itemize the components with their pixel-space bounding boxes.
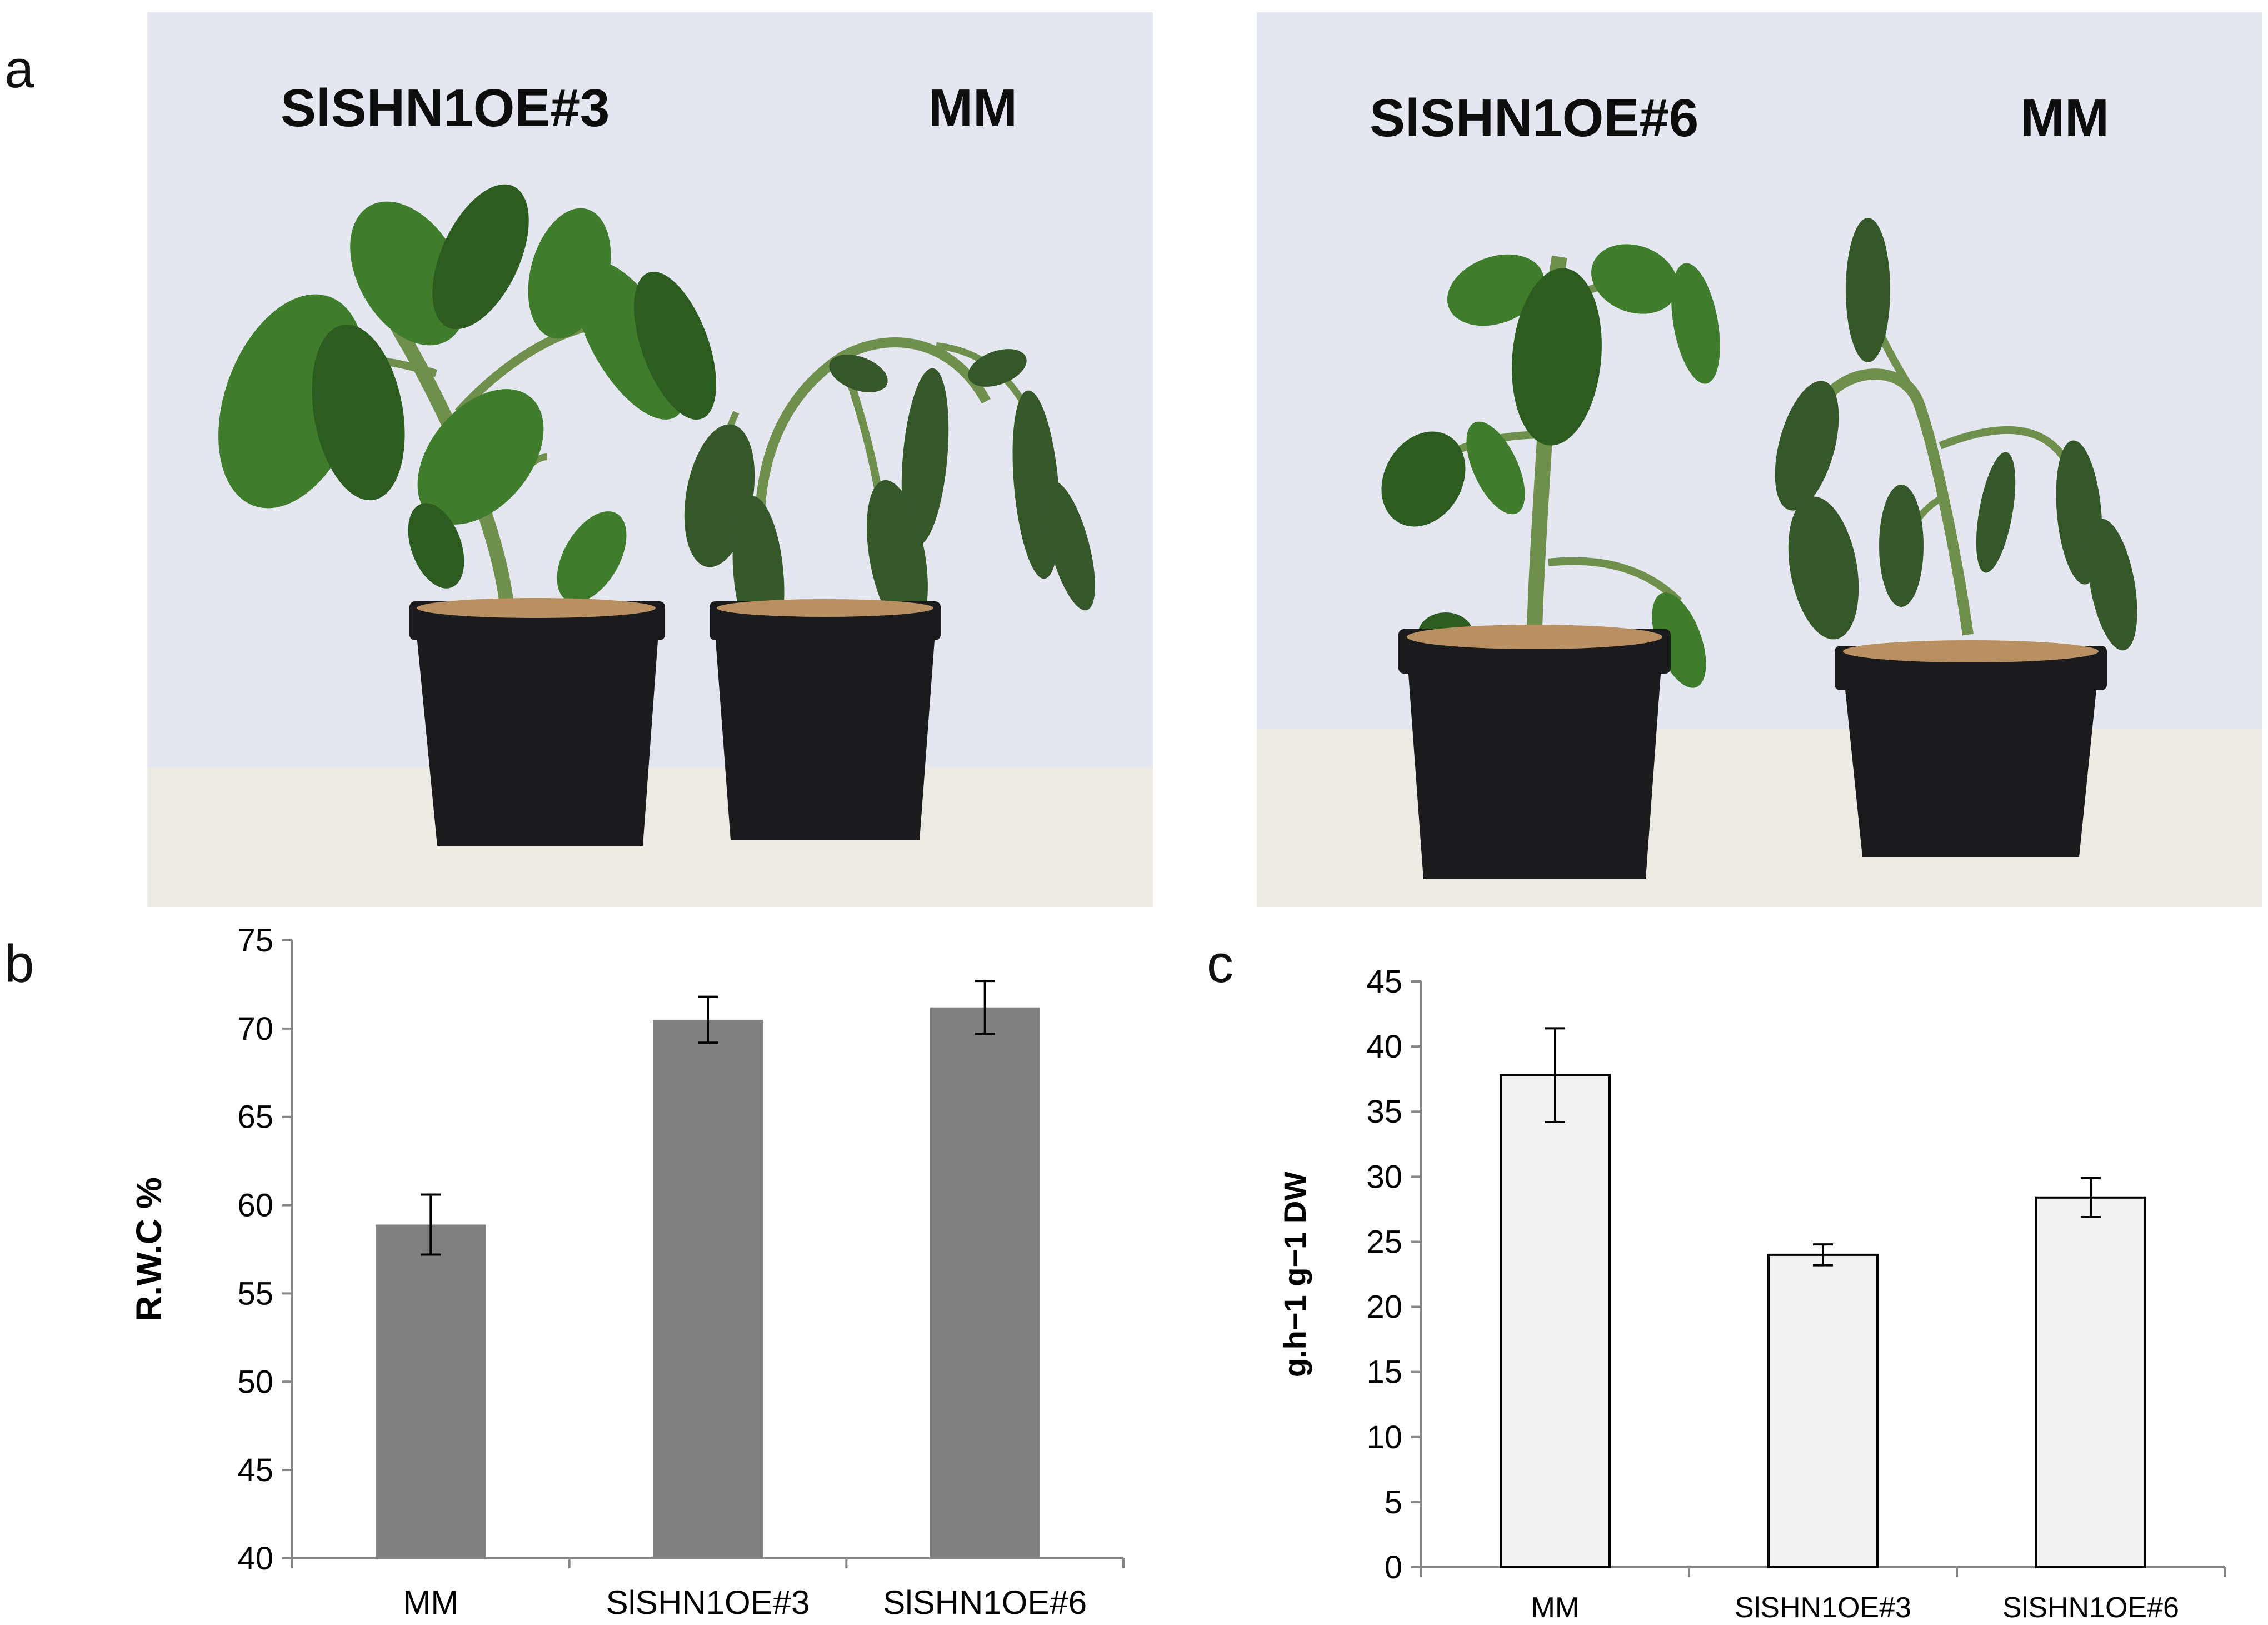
wall <box>1257 12 2262 729</box>
panel-label-b: b <box>4 934 34 994</box>
y-axis-label: g.h−1 g−1 DW <box>1277 1172 1312 1377</box>
photo-left-label-1: SlSHN1OE#3 <box>281 78 610 138</box>
y-tick-label: 55 <box>237 1275 273 1312</box>
y-tick-label: 35 <box>1366 1094 1402 1130</box>
panel-label-a: a <box>4 39 34 99</box>
photo-right-label-1: SlSHN1OE#6 <box>1370 88 1699 148</box>
upright-plant <box>218 184 716 621</box>
y-tick-label: 15 <box>1366 1354 1402 1390</box>
bar-slshn1oe-3 <box>653 1019 763 1558</box>
bar-slshn1oe-6 <box>2035 1196 2146 1568</box>
y-tick-label: 40 <box>237 1541 273 1577</box>
x-category-label: SlSHN1OE#6 <box>2002 1592 2179 1624</box>
photo-left: SlSHN1OE#3 MM <box>147 12 1153 907</box>
chart-b: 40 45 50 55 60 65 70 75 MM SlSHN1OE#3 SlSHN1OE#6 R.… <box>129 923 1125 1621</box>
bar-slshn1oe-3 <box>1767 1253 1879 1568</box>
y-axis-label: R.W.C % <box>129 1177 169 1322</box>
table-surface <box>1257 729 2262 907</box>
chart-c: 0 5 10 15 20 25 30 35 40 45 MM SlSHN1OE#3 SlSHN1OE#6… <box>1277 964 2226 1624</box>
pot-1 <box>409 598 665 846</box>
photo-left-label-2: MM <box>928 78 1017 138</box>
pot-2 <box>710 599 941 840</box>
bar-slshn1oe-6 <box>930 1007 1040 1558</box>
bar-mm <box>376 1224 486 1558</box>
table-surface <box>147 768 1153 907</box>
x-category-label: MM <box>1531 1592 1580 1624</box>
y-tick-label: 30 <box>1366 1159 1402 1195</box>
x-category-label: SlSHN1OE#6 <box>883 1584 1087 1621</box>
pot-2 <box>1835 640 2107 857</box>
panel-label-c: c <box>1207 934 1233 994</box>
y-tick-label: 0 <box>1385 1549 1402 1586</box>
y-tick-label: 45 <box>237 1452 273 1488</box>
y-tick-label: 5 <box>1385 1484 1402 1521</box>
wilted-plant <box>1775 218 2137 651</box>
y-tick-label: 60 <box>237 1188 273 1224</box>
x-category-label: SlSHN1OE#3 <box>1735 1592 1911 1624</box>
y-tick-label: 20 <box>1366 1289 1402 1325</box>
photo-right-label-2: MM <box>2020 88 2109 148</box>
x-category-label: SlSHN1OE#3 <box>606 1584 810 1621</box>
photo-right: SlSHN1OE#6 MM <box>1257 12 2262 907</box>
pot-1 <box>1398 625 1671 879</box>
y-tick-label: 75 <box>237 923 273 959</box>
y-tick-label: 25 <box>1366 1224 1402 1260</box>
wilted-plant <box>684 337 1095 651</box>
y-tick-label: 50 <box>237 1364 273 1400</box>
y-tick-label: 10 <box>1366 1419 1402 1455</box>
x-category-label: MM <box>403 1584 458 1621</box>
y-tick-label: 40 <box>1366 1029 1402 1065</box>
bar-mm <box>1500 1074 1611 1568</box>
y-tick-label: 70 <box>237 1011 273 1047</box>
photo-left-scene <box>147 12 1153 907</box>
y-tick-label: 65 <box>237 1099 273 1135</box>
y-tick-label: 45 <box>1366 964 1402 1000</box>
photo-right-scene <box>1257 12 2262 907</box>
